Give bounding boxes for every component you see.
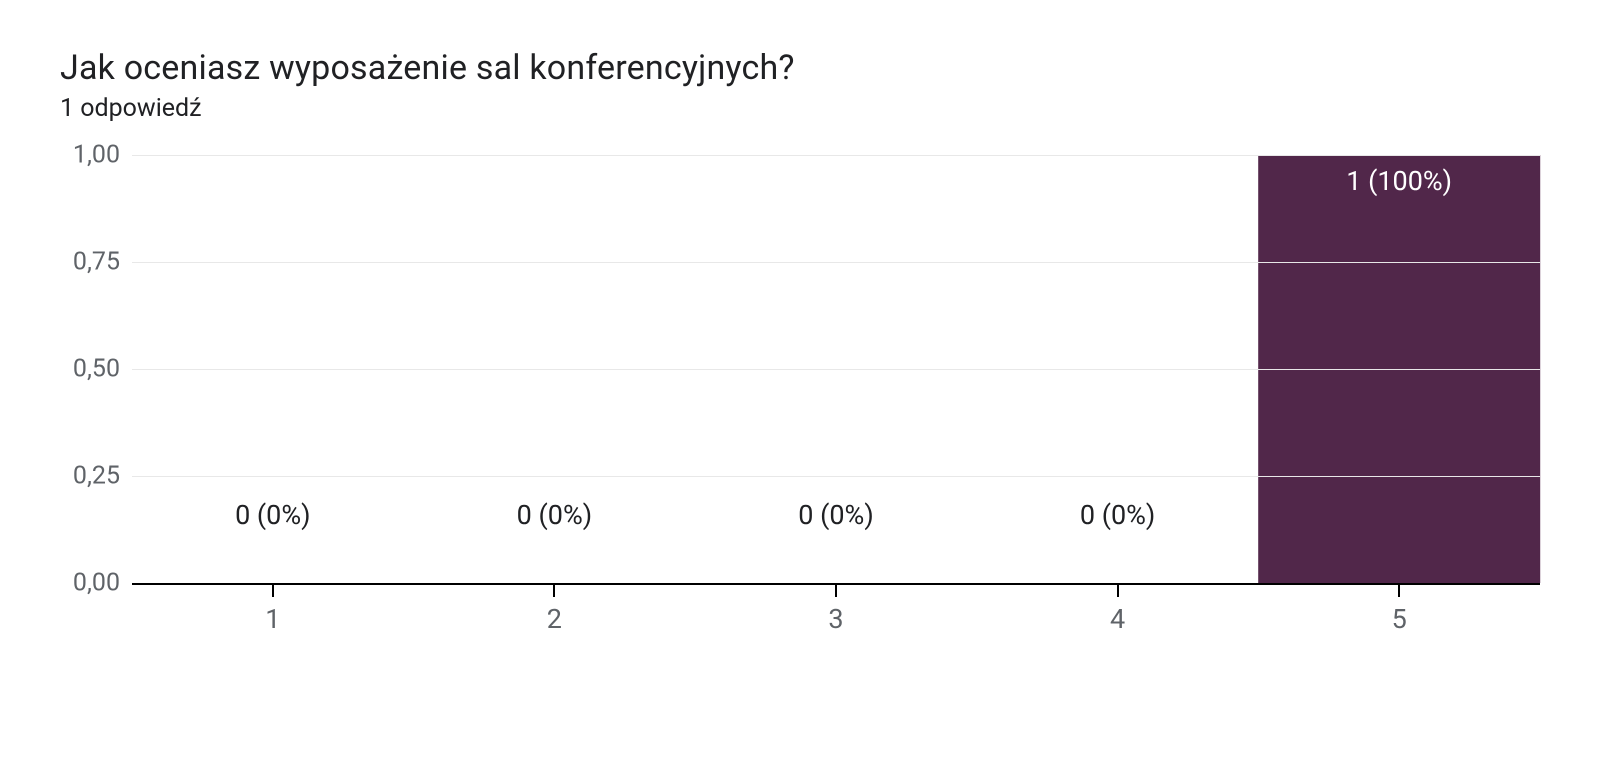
x-tick — [553, 583, 555, 597]
y-tick-label: 0,75 — [60, 248, 120, 277]
x-tick-label: 4 — [977, 603, 1259, 663]
y-tick-label: 0,25 — [60, 462, 120, 491]
x-tick — [1117, 583, 1119, 597]
x-tick — [272, 583, 274, 597]
bar-value-label: 0 (0%) — [798, 499, 873, 535]
chart-title: Jak oceniasz wyposażenie sal konferencyj… — [60, 48, 1540, 88]
grid-line — [132, 369, 1540, 370]
y-tick-label: 0,50 — [60, 355, 120, 384]
plot-area: 0 (0%)0 (0%)0 (0%)0 (0%)1 (100%) 0,000,2… — [132, 155, 1540, 585]
grid-line — [132, 262, 1540, 263]
bar-value-label: 0 (0%) — [235, 499, 310, 535]
x-tick-label: 5 — [1258, 603, 1540, 663]
chart-area: 0 (0%) 0 (0%) 0 (0%) 0 (0%) 1 (100%) 0,00 0,2… — [60, 155, 1540, 695]
grid-line — [132, 476, 1540, 477]
x-tick-label: 1 — [132, 603, 414, 663]
x-tick — [1398, 583, 1400, 597]
y-tick-label: 1,00 — [60, 141, 120, 170]
x-tick-label: 3 — [695, 603, 977, 663]
x-tick-label: 2 — [414, 603, 696, 663]
grid-line — [132, 155, 1540, 156]
chart-container: Jak oceniasz wyposażenie sal konferencyj… — [0, 0, 1600, 761]
chart-subtitle: 1 odpowiedź — [60, 94, 1540, 123]
y-tick-label: 0,00 — [60, 569, 120, 598]
bar-value-label: 0 (0%) — [517, 499, 592, 535]
bar-value-label: 1 (100%) — [1346, 155, 1452, 197]
x-axis: 12345 — [132, 603, 1540, 663]
bar-value-label: 0 (0%) — [1080, 499, 1155, 535]
x-tick — [835, 583, 837, 597]
